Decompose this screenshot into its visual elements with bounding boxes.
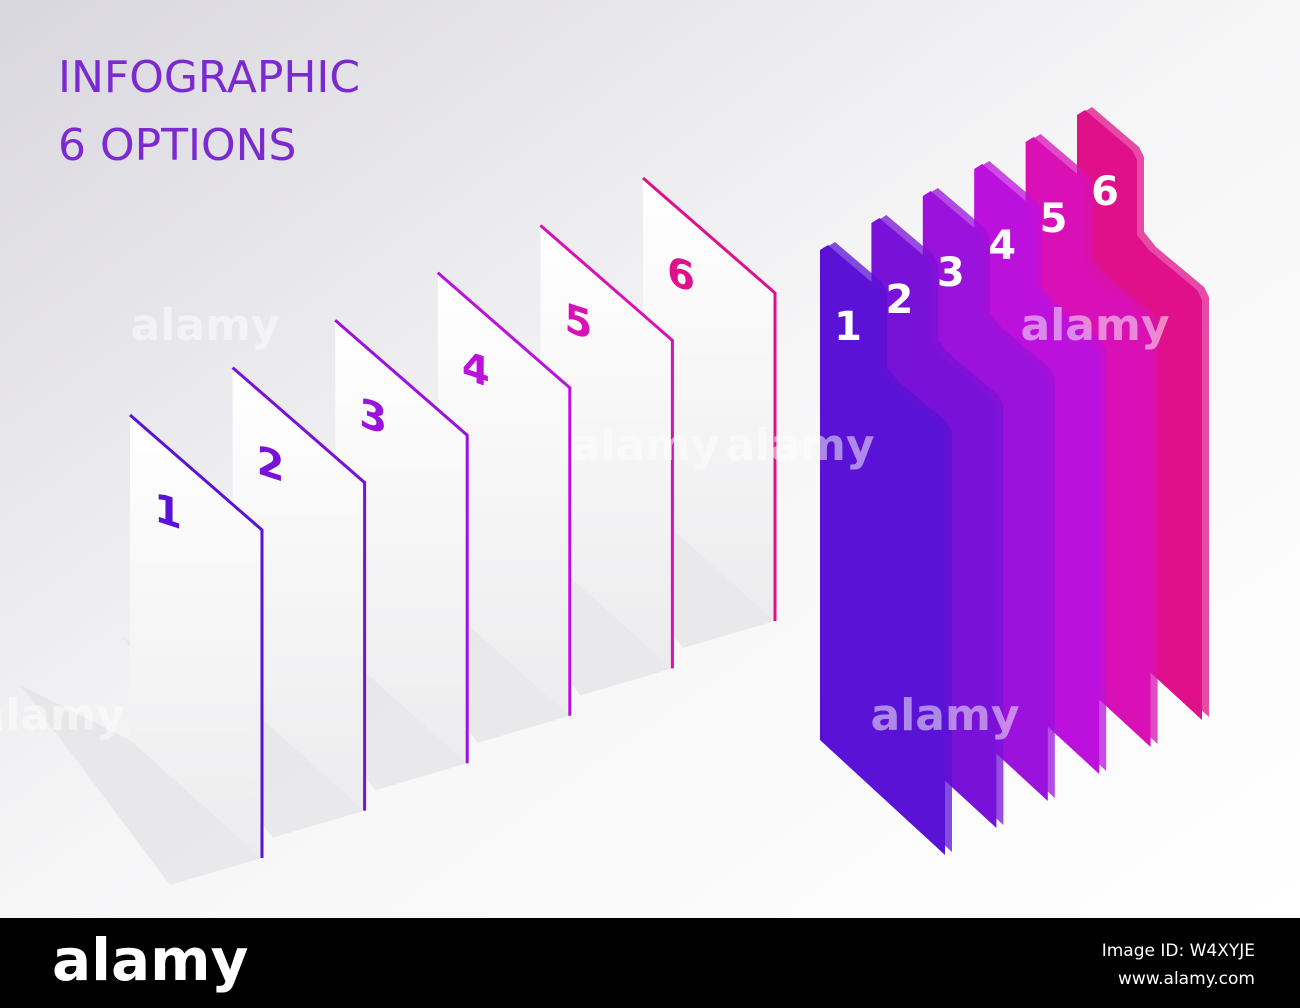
white-panel-number: 3 xyxy=(359,389,387,445)
white-panel xyxy=(540,225,673,669)
panel-edge xyxy=(231,366,367,811)
panel-edge xyxy=(539,224,674,669)
watermark: alamy xyxy=(0,690,125,741)
white-panel xyxy=(130,415,262,858)
color-panel-number: 2 xyxy=(885,277,913,323)
color-panel-number: 5 xyxy=(1040,196,1068,242)
color-panel-number: 3 xyxy=(937,250,965,296)
white-panel xyxy=(232,367,365,811)
white-panel-number: 2 xyxy=(257,436,285,492)
watermarks: alamyalamyalamyalamyalamyalamy xyxy=(0,300,1170,741)
white-panel-number: 4 xyxy=(462,341,490,397)
white-panel xyxy=(643,178,775,621)
panel-edge xyxy=(129,413,264,858)
watermark: alamy xyxy=(131,300,280,351)
panel-shadow xyxy=(20,685,262,885)
footer-bar xyxy=(0,918,1300,1008)
color-panel-number: 4 xyxy=(988,223,1016,269)
panel-edge xyxy=(436,271,572,716)
color-panel-number: 6 xyxy=(1091,169,1119,215)
footer-brand: alamy xyxy=(52,926,248,994)
url: www.alamy.com xyxy=(1118,969,1255,989)
color-panel xyxy=(820,245,945,855)
white-panel-number: 5 xyxy=(564,294,592,350)
white-panel-number: 1 xyxy=(154,483,182,539)
watermark: alamy xyxy=(1021,300,1170,351)
title: INFOGRAPHIC xyxy=(58,52,360,103)
watermark: alamy xyxy=(571,420,720,471)
white-panel xyxy=(437,272,570,716)
white-panel-number: 6 xyxy=(667,246,695,302)
watermark: alamy xyxy=(871,690,1020,741)
color-panel-number: 1 xyxy=(834,304,862,350)
panel-edge xyxy=(642,176,777,621)
panel-edge xyxy=(334,319,469,764)
watermark: alamy xyxy=(726,420,875,471)
subtitle: 6 OPTIONS xyxy=(58,120,296,171)
white-panel xyxy=(335,320,468,764)
image-id: Image ID: W4XYJE xyxy=(1102,941,1255,961)
